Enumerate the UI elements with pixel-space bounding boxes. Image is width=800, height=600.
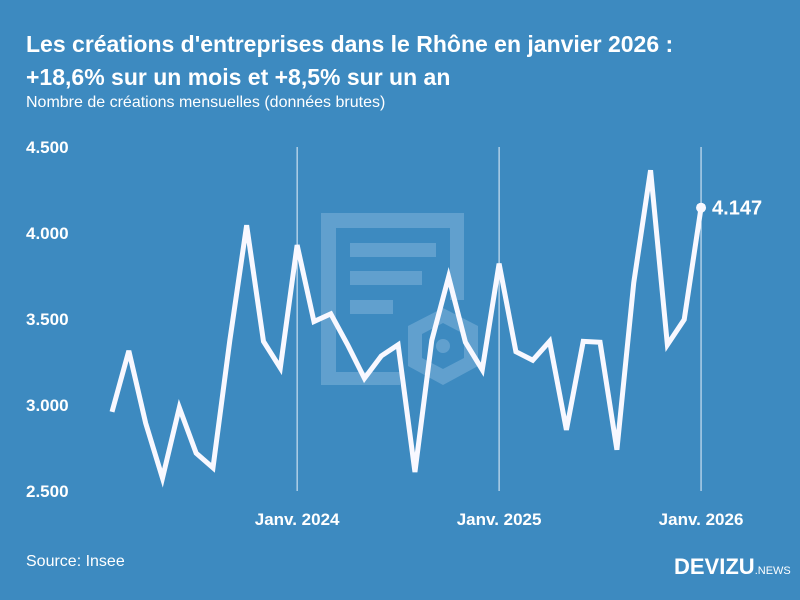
title-line-2: +18,6% sur un mois et +8,5% sur un an	[26, 64, 451, 90]
y-tick-label: 3.500	[26, 310, 69, 329]
y-tick-label: 2.500	[26, 482, 69, 501]
devizu-logo: DEVIZU.NEWS	[674, 554, 791, 579]
y-tick-label: 4.500	[26, 138, 69, 157]
y-tick-label: 4.000	[26, 224, 69, 243]
source-note: Source: Insee	[26, 553, 125, 570]
title-line-1: Les créations d'entreprises dans le Rhôn…	[26, 31, 674, 57]
chart-title: Les créations d'entreprises dans le Rhôn…	[26, 28, 796, 94]
x-tick-label: Janv. 2024	[255, 510, 340, 529]
x-tick-label: Janv. 2026	[659, 510, 744, 529]
y-tick-label: 3.000	[26, 396, 69, 415]
series-line	[109, 169, 704, 488]
chart-subtitle: Nombre de créations mensuelles (données …	[26, 94, 386, 111]
logo-main: DEVIZU	[674, 554, 755, 579]
x-tick-label: Janv. 2025	[457, 510, 542, 529]
end-value-label: 4.147	[712, 198, 762, 220]
logo-suffix: NEWS	[757, 565, 791, 577]
end-point-marker	[696, 202, 707, 213]
